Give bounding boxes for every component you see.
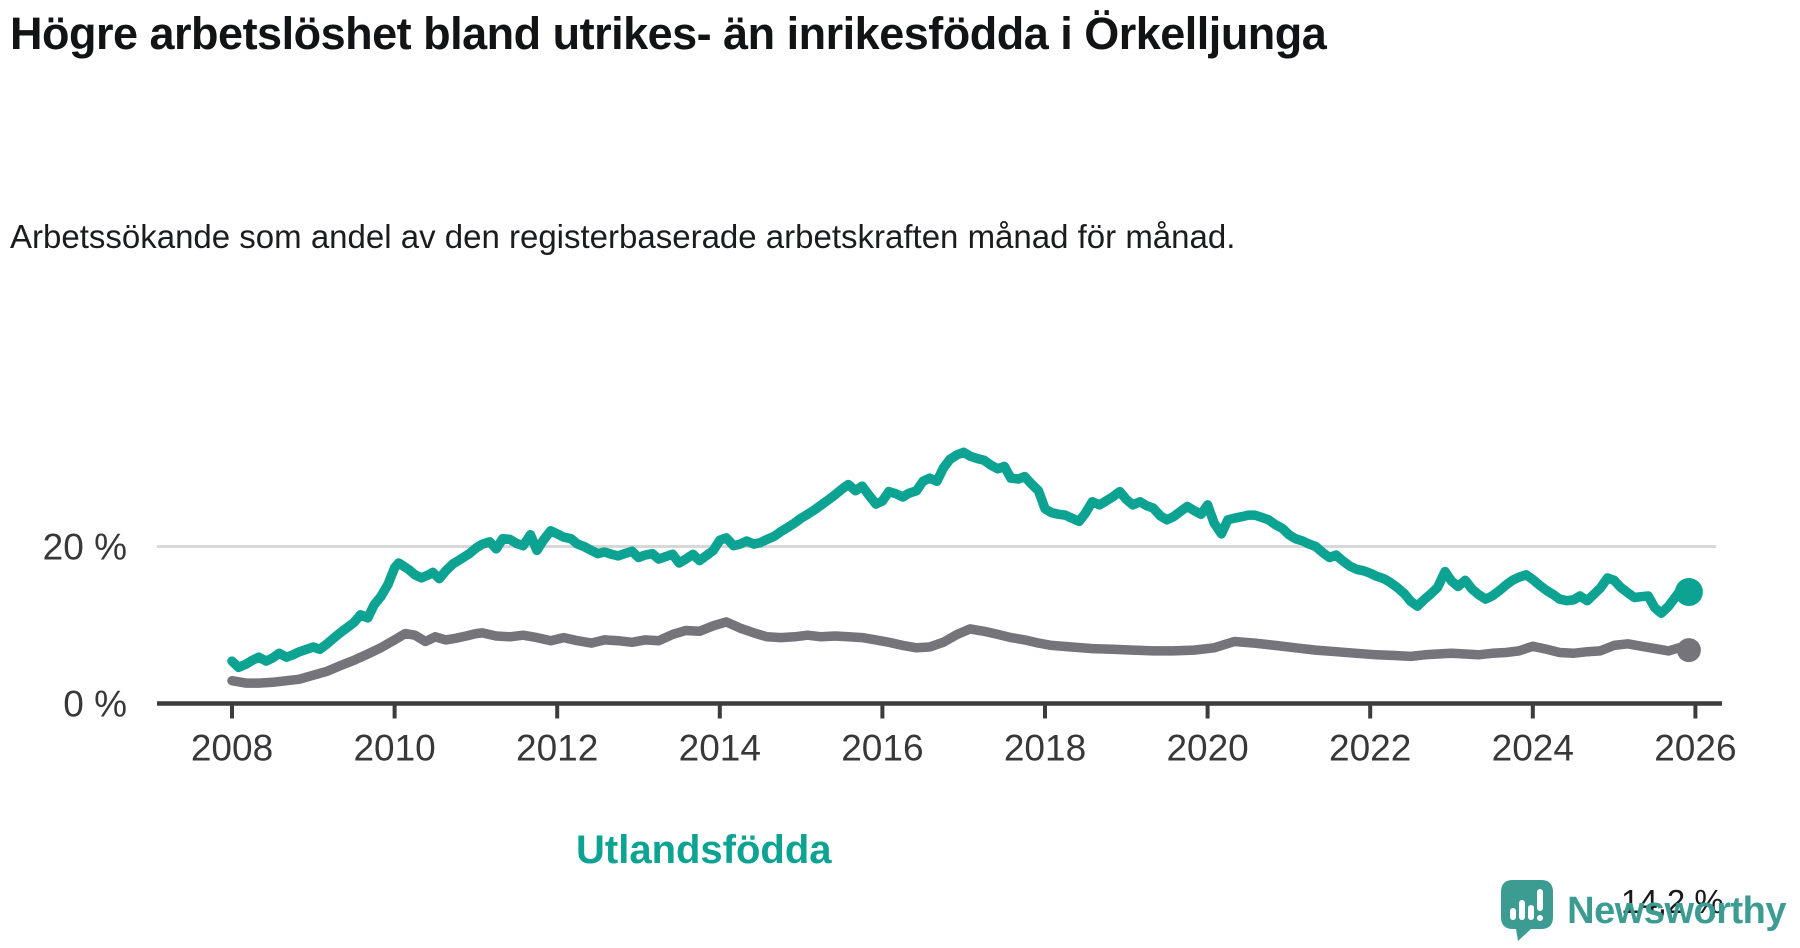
x-axis-label-2010: 2010 (353, 728, 435, 769)
y-axis-label-0: 0 % (63, 684, 127, 725)
newsworthy-logo: Newsworthy (1501, 880, 1786, 942)
chart-canvas: 0 % 20 % 2008 2010 2012 2014 2016 2018 2020 2022 2… (43, 447, 1737, 769)
unemployment-line-chart: 0 % 20 % 2008 2010 2012 2014 2016 2018 2020 2022 2… (0, 340, 1800, 920)
x-axis-label-2024: 2024 (1492, 728, 1574, 769)
series-end-dot-utlandsfodda (1674, 578, 1703, 607)
y-axis-label-20: 20 % (43, 527, 127, 568)
latest-value-utlandsfodda: 14,2 % (1621, 883, 1724, 920)
series-line-utlandsfodda (227, 447, 1694, 673)
x-axis-label-2022: 2022 (1329, 728, 1411, 769)
series-line-total-arbetsloshet (227, 617, 1694, 688)
series-end-dot-total-arbetsloshet (1676, 638, 1701, 663)
x-axis-label-2014: 2014 (679, 728, 761, 769)
x-axis-label-2026: 2026 (1654, 728, 1736, 769)
x-axis-label-2020: 2020 (1166, 728, 1248, 769)
x-axis-label-2018: 2018 (1004, 728, 1086, 769)
newsworthy-logo-icon (1501, 880, 1554, 941)
chart-subtitle: Arbetssökande som andel av den registerb… (10, 218, 1236, 255)
x-axis-label-2016: 2016 (841, 728, 923, 769)
page-title: Högre arbetslöshet bland utrikes- än inr… (10, 8, 1327, 59)
newsworthy-logo-text: Newsworthy (1567, 889, 1786, 932)
x-axis-label-2008: 2008 (191, 728, 273, 769)
x-axis-label-2012: 2012 (516, 728, 598, 769)
series-label-utlandsfodda: Utlandsfödda (576, 828, 832, 872)
